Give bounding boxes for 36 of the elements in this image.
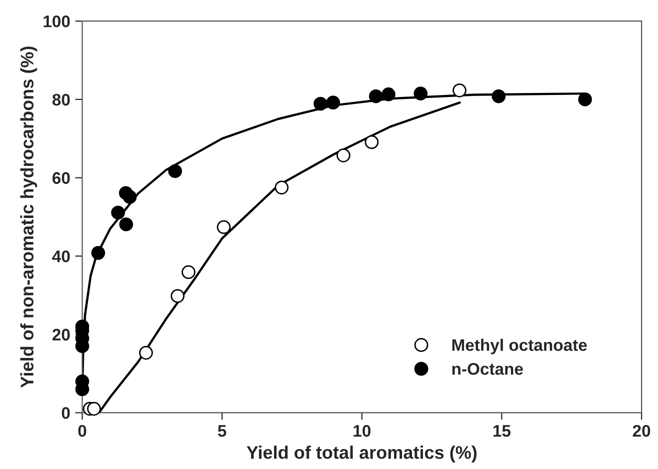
- point: [91, 246, 106, 260]
- point: [111, 206, 125, 220]
- x-tick-label: 15: [494, 425, 511, 437]
- point: [170, 289, 185, 303]
- point: [119, 217, 134, 232]
- point: [414, 86, 428, 100]
- point: [168, 164, 182, 178]
- x-axis-title: Yield of total aromatics (%): [246, 446, 477, 462]
- point: [492, 89, 506, 104]
- point: [122, 190, 137, 204]
- y-tick-label: 80: [52, 94, 70, 106]
- y-tick-label: 20: [52, 328, 70, 341]
- legend-label: Methyl octanoate: [452, 338, 587, 354]
- point: [87, 402, 101, 416]
- point: [326, 96, 340, 110]
- x-tick-label: 0: [78, 424, 86, 437]
- point: [274, 180, 289, 194]
- x-tick-label: 10: [354, 424, 370, 437]
- point: [382, 87, 396, 102]
- y-tick-label: 100: [44, 16, 70, 28]
- legend-label: n-Octane: [452, 363, 523, 375]
- y-tick-label: 0: [62, 407, 70, 419]
- point: [336, 148, 350, 162]
- point: [578, 92, 592, 106]
- point: [216, 220, 231, 234]
- y-tick-label: 60: [52, 172, 70, 184]
- point: [182, 265, 196, 280]
- point: [139, 346, 153, 360]
- point: [364, 135, 379, 150]
- point: [368, 89, 383, 104]
- x-tick-label: 5: [218, 425, 226, 437]
- y-axis-title: Yield of non-aromatic hydrocarbons (%): [20, 46, 38, 388]
- y-tick-label: 40: [52, 250, 70, 262]
- point: [452, 84, 466, 98]
- point: [314, 96, 328, 111]
- x-tick-label: 20: [632, 424, 650, 437]
